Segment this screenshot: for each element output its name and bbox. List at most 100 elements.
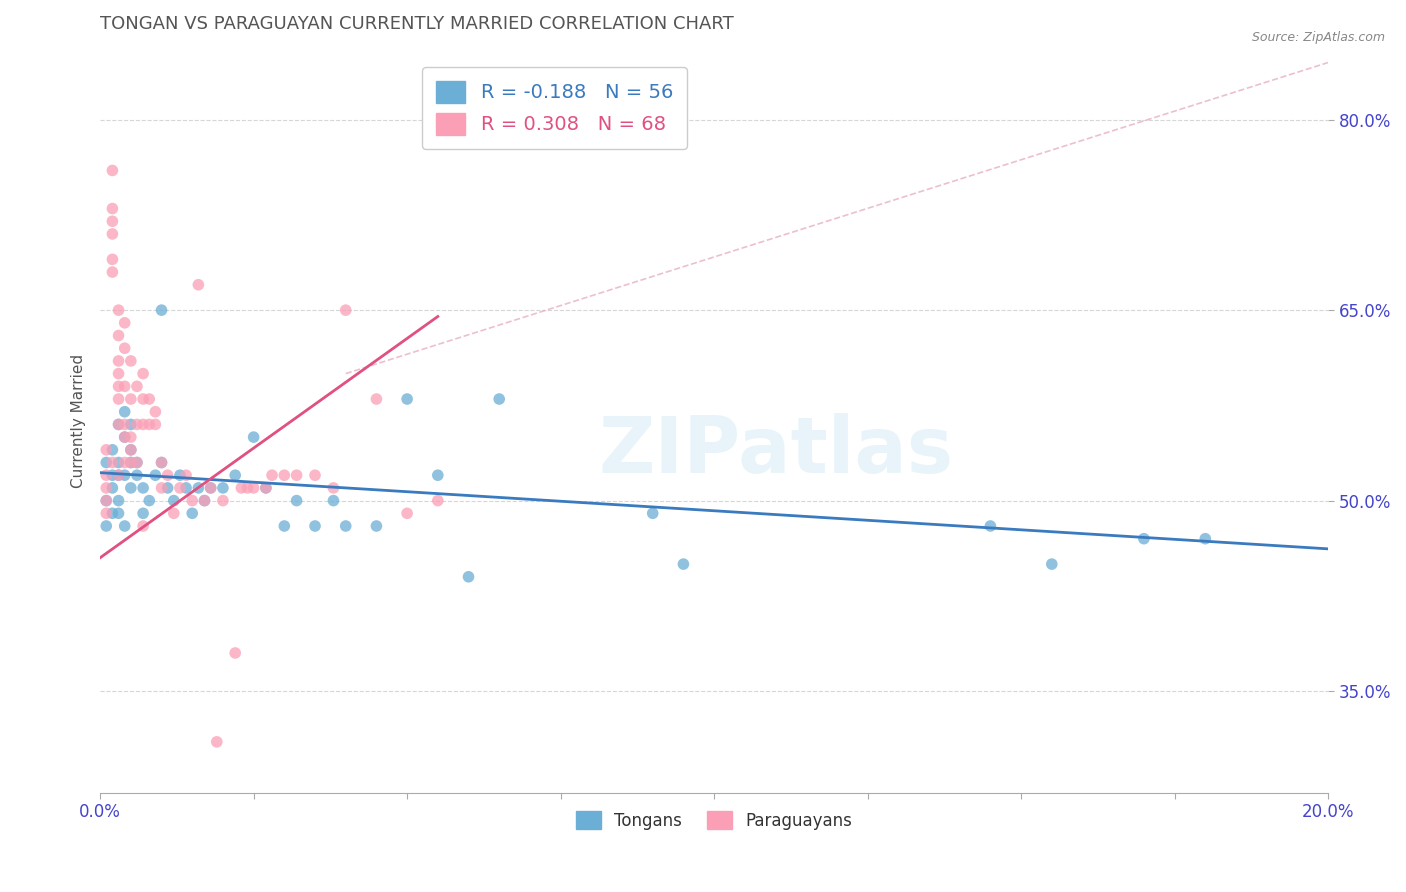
Text: TONGAN VS PARAGUAYAN CURRENTLY MARRIED CORRELATION CHART: TONGAN VS PARAGUAYAN CURRENTLY MARRIED C… (100, 15, 734, 33)
Point (107, 417, 129, 432)
Point (101, 442, 124, 457)
Point (120, 456, 142, 470)
Point (101, 481, 124, 495)
Point (304, 519, 326, 533)
Point (150, 456, 173, 470)
Point (335, 303, 357, 318)
Y-axis label: Currently Married: Currently Married (72, 354, 86, 488)
Point (187, 277, 209, 292)
Point (101, 163, 124, 178)
Point (212, 481, 235, 495)
Point (114, 379, 136, 393)
Point (672, 557, 695, 571)
Point (242, 481, 264, 495)
Point (150, 481, 173, 495)
Point (174, 468, 197, 483)
Point (145, 468, 167, 483)
Point (205, 735, 228, 749)
Point (101, 214, 124, 228)
Point (132, 367, 155, 381)
Point (114, 456, 136, 470)
Point (125, 456, 148, 470)
Point (181, 493, 204, 508)
Point (426, 468, 449, 483)
Point (125, 379, 148, 393)
Point (114, 519, 136, 533)
Point (107, 468, 129, 483)
Point (125, 456, 148, 470)
Point (979, 519, 1001, 533)
Point (366, 519, 388, 533)
Point (169, 481, 191, 495)
Point (254, 481, 277, 495)
Point (181, 506, 204, 520)
Point (236, 481, 259, 495)
Point (107, 506, 129, 520)
Point (114, 417, 136, 432)
Point (101, 202, 124, 216)
Text: ZIPatlas: ZIPatlas (598, 413, 953, 489)
Point (132, 506, 155, 520)
Point (273, 468, 295, 483)
Point (120, 456, 142, 470)
Point (101, 468, 124, 483)
Point (114, 430, 136, 444)
Point (101, 506, 124, 520)
Point (156, 468, 179, 483)
Point (101, 265, 124, 279)
Point (304, 468, 326, 483)
Point (426, 493, 449, 508)
Point (96, 442, 118, 457)
Point (224, 468, 246, 483)
Point (1040, 557, 1063, 571)
Point (101, 456, 124, 470)
Point (96, 456, 118, 470)
Point (200, 481, 222, 495)
Point (120, 417, 142, 432)
Point (224, 646, 246, 660)
Point (335, 519, 357, 533)
Point (138, 417, 160, 432)
Point (107, 303, 129, 318)
Point (96, 519, 118, 533)
Point (114, 405, 136, 419)
Point (212, 493, 235, 508)
Point (132, 481, 155, 495)
Point (200, 481, 222, 495)
Point (101, 227, 124, 241)
Point (114, 316, 136, 330)
Point (120, 392, 142, 406)
Point (641, 506, 664, 520)
Point (138, 392, 160, 406)
Point (138, 493, 160, 508)
Point (107, 392, 129, 406)
Point (107, 417, 129, 432)
Point (96, 493, 118, 508)
Point (101, 252, 124, 267)
Point (145, 417, 167, 432)
Point (396, 392, 419, 406)
Legend: Tongans, Paraguayans: Tongans, Paraguayans (569, 805, 859, 837)
Point (107, 367, 129, 381)
Point (366, 392, 388, 406)
Point (107, 493, 129, 508)
Text: Source: ZipAtlas.com: Source: ZipAtlas.com (1251, 31, 1385, 45)
Point (132, 417, 155, 432)
Point (120, 442, 142, 457)
Point (150, 303, 173, 318)
Point (1194, 532, 1216, 546)
Point (96, 481, 118, 495)
Point (231, 481, 253, 495)
Point (193, 493, 215, 508)
Point (187, 481, 209, 495)
Point (396, 506, 419, 520)
Point (96, 493, 118, 508)
Point (242, 430, 264, 444)
Point (114, 468, 136, 483)
Point (114, 430, 136, 444)
Point (107, 379, 129, 393)
Point (285, 468, 308, 483)
Point (169, 468, 191, 483)
Point (96, 468, 118, 483)
Point (107, 468, 129, 483)
